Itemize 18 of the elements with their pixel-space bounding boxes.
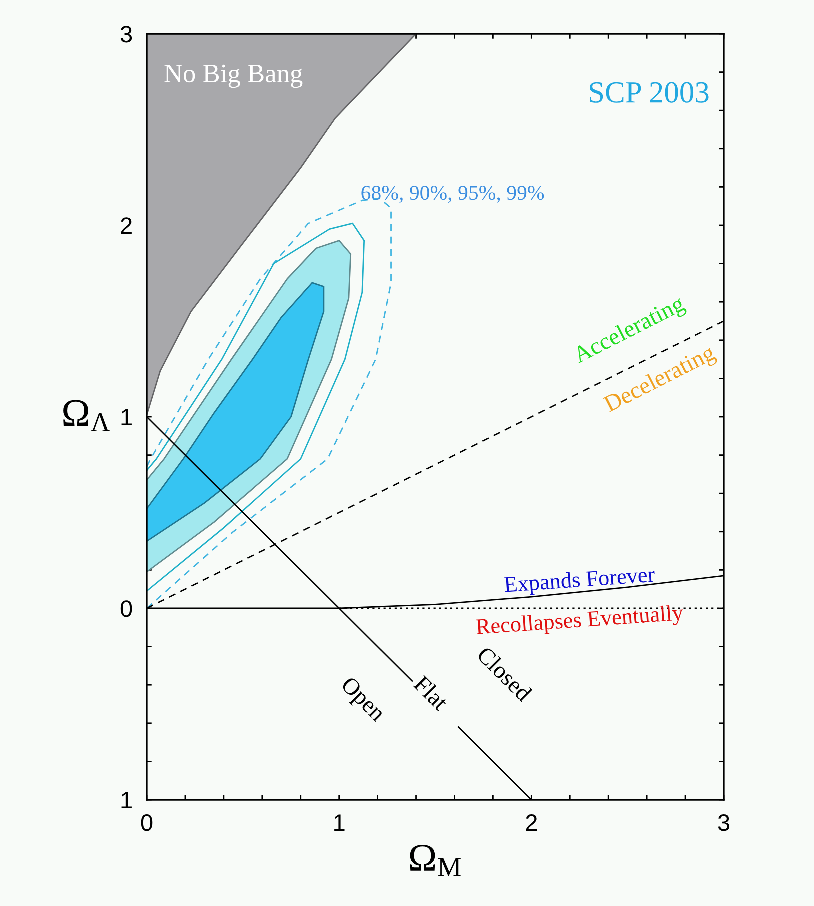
x-axis-title: Ω$_{M}$ <box>410 845 461 876</box>
annotation: No Big Bang <box>164 64 303 88</box>
annotation: SCP 2003 <box>590 82 709 103</box>
annotation: Recollapses Eventually <box>476 604 684 640</box>
x-tick-label: 3 <box>718 814 730 832</box>
y-tick-label: 1 <box>122 409 132 426</box>
x-tick-label: 2 <box>526 814 538 831</box>
y-axis-title: Ω$_{Λ}$ <box>64 400 110 432</box>
y-tick-label: 3 <box>120 26 132 43</box>
x-tick-label: 0 <box>141 814 153 832</box>
y-tick-label: 1 <box>122 792 132 809</box>
y-tick-label: 2 <box>121 218 132 234</box>
annotation: Expands Forever <box>504 566 656 597</box>
annotation: 68%, 90%, 95%, 99% <box>362 186 544 204</box>
annotation: Flat <box>413 674 450 712</box>
x-tick-label: 1 <box>334 814 345 831</box>
line-series <box>147 222 366 592</box>
y-tick-label: 0 <box>120 600 132 618</box>
